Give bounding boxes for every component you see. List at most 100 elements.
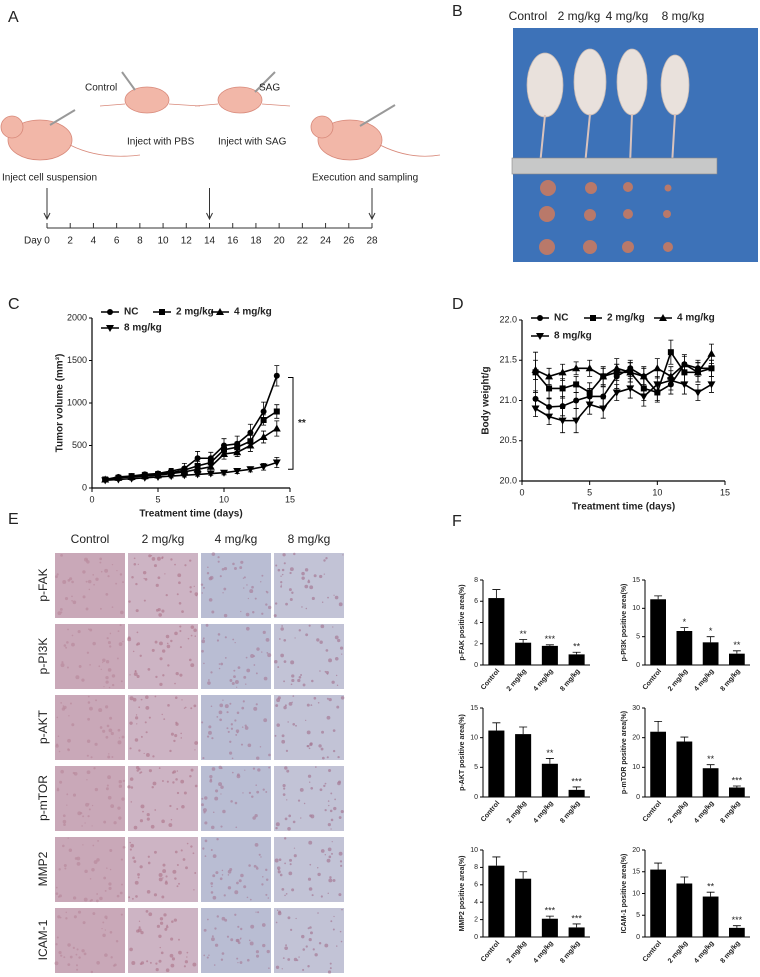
ihc-speck: [333, 915, 335, 918]
ihc-speck: [167, 664, 170, 667]
ihc-speck: [192, 852, 195, 855]
ihc-speck: [145, 695, 149, 699]
ihc-speck: [281, 734, 285, 738]
ihc-speck: [202, 847, 205, 850]
marker: [193, 471, 202, 479]
marker: [693, 389, 702, 397]
ihc-speck: [62, 814, 66, 818]
ihc-speck: [224, 636, 227, 639]
ihc-speck: [230, 723, 233, 726]
ihc-speck: [162, 674, 165, 677]
ihc-speck: [261, 612, 264, 615]
ihc-speck: [281, 568, 285, 572]
ihc-speck: [75, 964, 79, 967]
ihc-speck: [150, 824, 155, 829]
ihc-speck: [247, 597, 249, 600]
ihc-speck: [329, 962, 332, 965]
ihc-speck: [106, 637, 109, 640]
error-bar: [545, 915, 554, 919]
ihc-speck: [117, 806, 121, 810]
ihc-speck: [89, 664, 91, 666]
ihc-image: [274, 695, 345, 760]
ihc-speck: [133, 557, 136, 560]
marker: [216, 308, 224, 315]
y-tick-label: 6: [474, 882, 478, 889]
ihc-speck: [227, 869, 232, 874]
ihc-speck: [145, 731, 148, 734]
ihc-speck: [192, 962, 197, 967]
ihc-speck: [340, 696, 345, 700]
y-tick-label: 0: [636, 662, 640, 669]
bar: [541, 918, 558, 937]
ihc-speck: [280, 627, 284, 631]
ihc-speck: [194, 749, 196, 751]
marker: [106, 325, 114, 332]
annotation: **: [298, 418, 306, 429]
y-tick-label: 0: [474, 662, 478, 669]
ihc-image: [201, 623, 272, 689]
ihc-speck: [260, 581, 262, 583]
ihc-speck: [151, 786, 154, 789]
marker: [154, 473, 162, 481]
marker: [559, 403, 566, 410]
ihc-speck: [57, 915, 61, 919]
ihc-speck: [248, 864, 251, 867]
timeline-tick-label: 18: [250, 236, 262, 247]
ihc-speck: [79, 811, 83, 815]
y-tick-label: 500: [72, 440, 87, 450]
ihc-speck: [135, 895, 138, 898]
ihc-speck: [283, 680, 286, 683]
ihc-speck: [164, 927, 168, 931]
ihc-speck: [334, 798, 336, 801]
ihc-speck: [60, 663, 65, 668]
ihc-speck: [175, 672, 179, 676]
ihc-speck: [332, 749, 336, 753]
ihc-speck: [261, 574, 264, 577]
ihc-speck: [275, 965, 280, 970]
ihc-speck: [214, 943, 219, 947]
marker: [599, 405, 608, 413]
ihc-speck: [169, 804, 172, 808]
ihc-speck: [340, 864, 343, 867]
ihc-speck: [194, 872, 197, 874]
marker: [659, 314, 667, 321]
ihc-speck: [265, 637, 270, 642]
ihc-speck: [236, 957, 239, 960]
marker: [545, 372, 554, 380]
ihc-speck: [162, 877, 164, 879]
ihc-speck: [235, 733, 238, 736]
marker: [246, 466, 255, 474]
ihc-speck: [144, 578, 148, 581]
ihc-speck: [326, 858, 331, 863]
ihc-speck: [189, 775, 192, 778]
ihc-speck: [82, 570, 86, 574]
ihc-tile: [201, 766, 271, 831]
panel-label: C: [8, 296, 20, 313]
ihc-speck: [86, 651, 90, 654]
ihc-speck: [101, 928, 103, 930]
ihc-speck: [229, 702, 232, 705]
ihc-speck: [333, 806, 337, 811]
ihc-speck: [310, 786, 314, 790]
ihc-speck: [171, 957, 176, 961]
ihc-speck: [102, 658, 106, 662]
ihc-speck: [73, 915, 77, 919]
ihc-speck: [117, 630, 120, 632]
ihc-speck: [291, 678, 295, 683]
ihc-speck: [281, 625, 283, 627]
ihc-speck: [275, 826, 278, 830]
ihc-speck: [275, 822, 280, 827]
ihc-speck: [312, 948, 315, 951]
ihc-speck: [221, 916, 226, 921]
ihc-speck: [329, 967, 332, 970]
ihc-speck: [87, 579, 92, 584]
marker: [206, 462, 215, 470]
ihc-speck: [309, 926, 312, 929]
ihc-speck: [104, 953, 108, 957]
ihc-row-label: MMP2: [36, 851, 50, 886]
error-bar: [706, 636, 715, 643]
ihc-speck: [56, 573, 59, 576]
ihc-speck: [242, 700, 245, 703]
marker: [220, 469, 228, 477]
photo-column-label: 4 mg/kg: [606, 9, 649, 23]
